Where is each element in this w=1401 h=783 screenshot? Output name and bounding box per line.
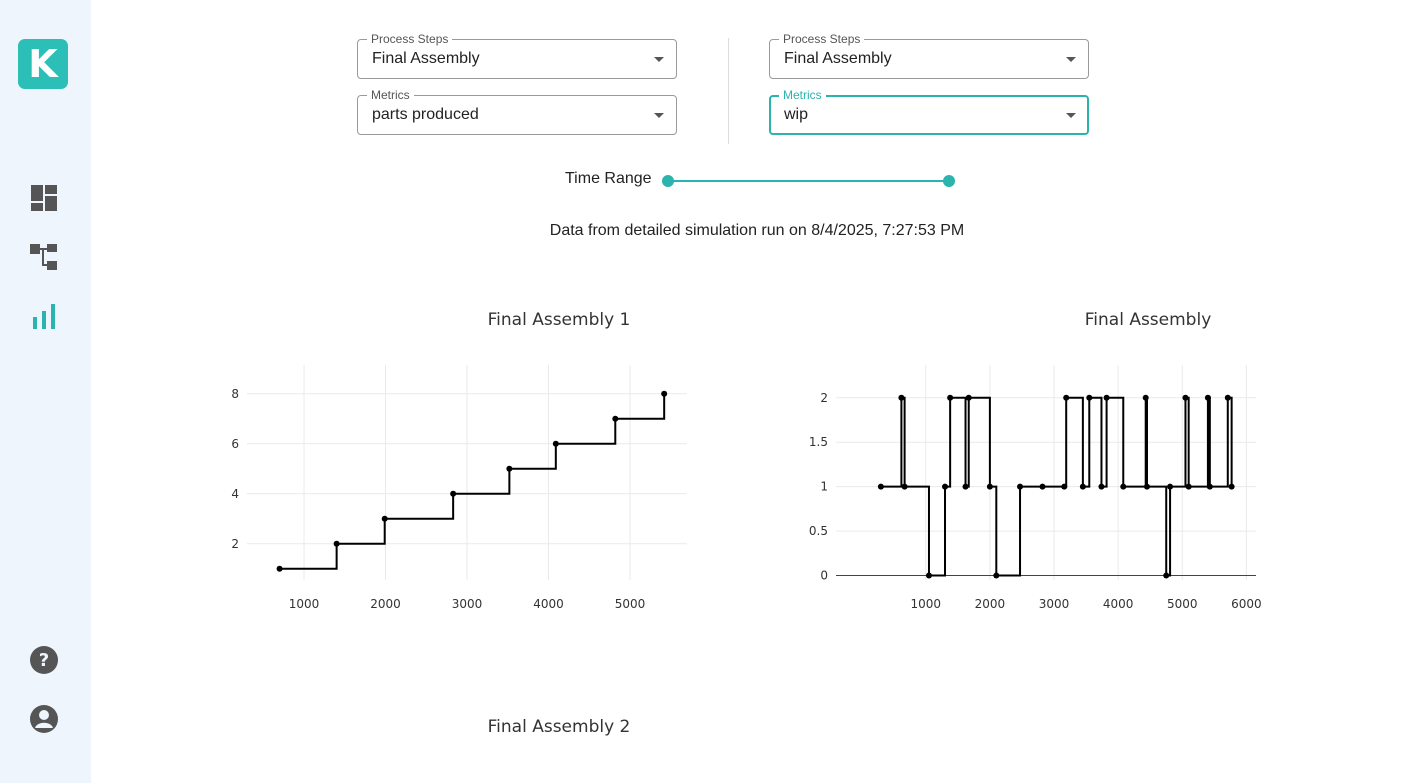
- x-tick-label: 5000: [1167, 597, 1198, 611]
- x-tick-label: 4000: [1103, 597, 1134, 611]
- y-tick-label: 4: [231, 487, 239, 501]
- data-point: [1086, 394, 1093, 401]
- y-tick-label: 0: [820, 569, 828, 583]
- x-tick-label: 2000: [975, 597, 1006, 611]
- help-icon[interactable]: ?: [29, 645, 59, 675]
- time-range-track[interactable]: [668, 180, 949, 182]
- data-point: [1206, 483, 1213, 490]
- series-line: [279, 393, 666, 570]
- data-point: [1228, 483, 1235, 490]
- chevron-down-icon: [654, 113, 664, 118]
- data-point: [1163, 572, 1170, 579]
- data-point: [1224, 394, 1231, 401]
- data-point: [942, 483, 949, 490]
- data-point: [1039, 483, 1046, 490]
- time-range-label: Time Range: [565, 170, 652, 187]
- x-tick-label: 3000: [1039, 597, 1070, 611]
- simulation-run-note: Data from detailed simulation run on 8/4…: [549, 222, 965, 239]
- x-tick-label: 5000: [615, 597, 646, 611]
- x-tick-label: 1000: [289, 597, 320, 611]
- right-process-steps-value: Final Assembly: [784, 50, 892, 67]
- left-metrics-label: Metrics: [367, 88, 414, 102]
- chart-final-assembly-1: Final Assembly 1 1000 2000 3000 4000 5000 2 4 6 8: [231, 310, 687, 611]
- left-process-steps-value: Final Assembly: [372, 50, 480, 67]
- data-point: [1079, 483, 1086, 490]
- process-tree-icon[interactable]: [29, 242, 59, 272]
- account-icon[interactable]: [29, 704, 59, 734]
- chart-title: Final Assembly 1: [488, 310, 631, 330]
- data-point: [962, 483, 969, 490]
- data-point: [1103, 394, 1110, 401]
- data-point: [1017, 483, 1024, 490]
- data-point: [898, 394, 905, 401]
- left-process-steps-label: Process Steps: [367, 32, 453, 46]
- bar-chart-icon[interactable]: [29, 301, 59, 331]
- data-point: [661, 390, 668, 397]
- left-metrics-select[interactable]: Metrics parts produced: [357, 88, 677, 135]
- data-point: [877, 483, 884, 490]
- x-tick-label: 1000: [910, 597, 941, 611]
- data-point: [1098, 483, 1105, 490]
- x-tick-label: 2000: [370, 597, 401, 611]
- y-tick-label: 1: [820, 480, 828, 494]
- data-point: [552, 440, 559, 447]
- y-tick-label: 2: [820, 391, 828, 405]
- data-point: [276, 565, 283, 572]
- data-point: [901, 483, 908, 490]
- svg-text:?: ?: [39, 650, 49, 671]
- dashboard-icon[interactable]: [29, 183, 59, 213]
- x-tick-label: 4000: [533, 597, 564, 611]
- x-tick-label: 6000: [1231, 597, 1262, 611]
- chart-final-assembly-2: Final Assembly 2: [488, 717, 631, 737]
- series-line: [880, 396, 1233, 577]
- y-tick-label: 0.5: [809, 524, 828, 538]
- data-point: [1182, 394, 1189, 401]
- right-process-steps-select[interactable]: Process Steps Final Assembly: [769, 32, 1089, 79]
- y-tick-label: 2: [231, 537, 239, 551]
- chart-title: Final Assembly 2: [488, 717, 631, 737]
- data-point: [1142, 394, 1149, 401]
- data-point: [1143, 483, 1150, 490]
- y-tick-label: 1.5: [809, 435, 828, 449]
- chevron-down-icon: [654, 57, 664, 62]
- y-tick-label: 8: [231, 387, 239, 401]
- data-point: [993, 572, 1000, 579]
- controls-divider: [728, 38, 729, 144]
- data-point: [1063, 394, 1070, 401]
- data-point: [1204, 394, 1211, 401]
- time-range-start-handle[interactable]: [662, 175, 674, 187]
- data-point: [965, 394, 972, 401]
- app-logo[interactable]: K: [18, 39, 68, 89]
- data-point: [1120, 483, 1127, 490]
- chevron-down-icon: [1066, 113, 1076, 118]
- data-point: [947, 394, 954, 401]
- main-content: Process Steps Final Assembly Metrics par…: [91, 0, 1401, 783]
- data-point: [925, 572, 932, 579]
- chevron-down-icon: [1066, 57, 1076, 62]
- data-point: [506, 465, 513, 472]
- time-range-end-handle[interactable]: [943, 175, 955, 187]
- right-process-steps-label: Process Steps: [779, 32, 865, 46]
- data-point: [986, 483, 993, 490]
- data-point: [1167, 483, 1174, 490]
- data-point: [450, 490, 457, 497]
- right-metrics-value: wip: [784, 106, 809, 123]
- data-point: [1061, 483, 1068, 490]
- right-metrics-select[interactable]: Metrics wip: [769, 88, 1089, 135]
- data-point: [1185, 483, 1192, 490]
- left-metrics-value: parts produced: [372, 106, 479, 123]
- chart-title: Final Assembly: [1085, 310, 1212, 330]
- data-point: [333, 540, 340, 547]
- left-process-steps-select[interactable]: Process Steps Final Assembly: [357, 32, 677, 79]
- y-tick-label: 6: [231, 437, 239, 451]
- sidebar: K ?: [0, 0, 91, 783]
- chart-final-assembly: Final Assembly 1000 2000 3000 4000 5000 6000 0 0…: [809, 310, 1262, 611]
- x-tick-label: 3000: [452, 597, 483, 611]
- right-metrics-label: Metrics: [779, 88, 826, 102]
- data-point: [381, 515, 388, 522]
- data-point: [612, 415, 619, 422]
